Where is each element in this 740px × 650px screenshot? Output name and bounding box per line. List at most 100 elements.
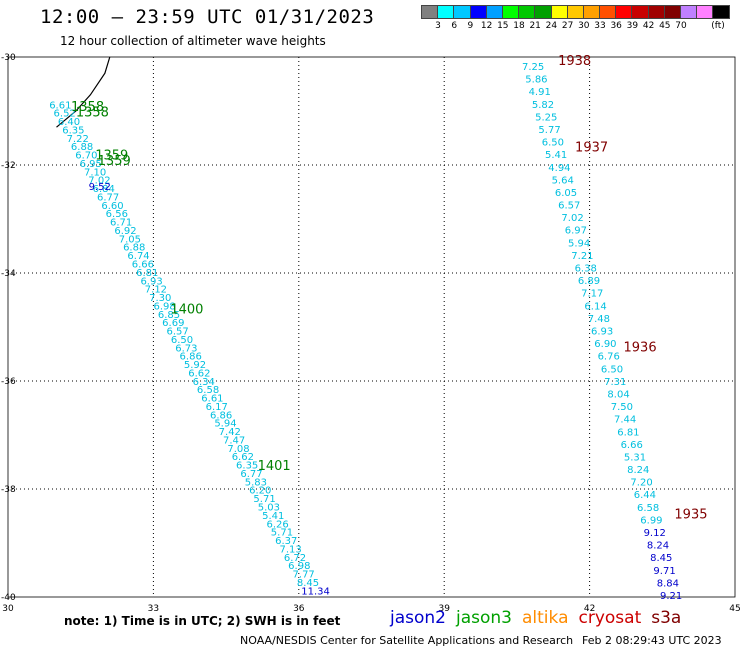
wave-height-label: 7.30 xyxy=(149,293,171,304)
wave-height-label: 7.17 xyxy=(581,289,603,300)
wave-height-label: 5.41 xyxy=(262,511,284,522)
wave-height-label: 6.61 xyxy=(49,100,71,111)
page-subtitle: 12 hour collection of altimeter wave hei… xyxy=(60,34,326,48)
wave-height-label: 6.58 xyxy=(197,385,219,396)
wave-height-label: 5.71 xyxy=(253,494,275,505)
legend-swatch xyxy=(712,5,730,19)
wave-height-label: 8.24 xyxy=(647,541,669,552)
wave-height-label: 7.05 xyxy=(119,234,141,245)
wave-height-label: 5.31 xyxy=(624,452,646,463)
credit-text: NOAA/NESDIS Center for Satellite Applica… xyxy=(240,634,574,647)
wave-height-label: 6.34 xyxy=(193,377,215,388)
legend-label: 12 xyxy=(480,21,493,31)
wave-height-label: 5.64 xyxy=(552,175,574,186)
satellite-legend: jason2 jason3 altika cryosat s3a xyxy=(390,608,691,628)
wave-height-label: 5.86 xyxy=(525,75,547,86)
wave-height-label: 9.71 xyxy=(653,566,675,577)
note-text: note: 1) Time is in UTC; 2) SWH is in fe… xyxy=(64,614,341,628)
wave-height-label: 6.61 xyxy=(201,394,223,405)
wave-height-label: 6.86 xyxy=(180,352,202,363)
legend-bar xyxy=(421,5,740,19)
wave-height-label: 8.04 xyxy=(607,389,629,400)
wave-height-label: 6.50 xyxy=(601,364,623,375)
wave-height-label: 9.12 xyxy=(644,528,666,539)
wave-height-label: 6.98 xyxy=(288,561,310,572)
wave-height-label: 7.12 xyxy=(145,285,167,296)
wave-height-label: 6.93 xyxy=(591,327,613,338)
wave-height-label: 8.84 xyxy=(657,578,679,589)
wave-height-label: 6.70 xyxy=(75,151,97,162)
wave-height-label: 6.77 xyxy=(240,469,262,480)
wave-height-label-highlight: 9.52 xyxy=(89,182,111,193)
legend-label: 30 xyxy=(578,21,590,31)
wave-height-label: 7.08 xyxy=(227,444,249,455)
legend-label: 6 xyxy=(451,21,458,31)
legend-label: 39 xyxy=(626,21,639,31)
wave-height-label: 6.35 xyxy=(62,125,84,136)
wave-height-label: 6.81 xyxy=(617,427,639,438)
wave-height-label: 7.48 xyxy=(588,314,610,325)
legend-label: 18 xyxy=(513,21,525,31)
wave-height-label: 7.47 xyxy=(223,435,245,446)
wave-height-label: 7.25 xyxy=(522,62,544,73)
wave-height-label: 6.74 xyxy=(127,251,149,262)
legend-label: 42 xyxy=(642,21,655,31)
x-tick-label: 36 xyxy=(293,604,305,614)
wave-height-label: 6.26 xyxy=(266,519,288,530)
wave-height-label: 5.82 xyxy=(532,100,554,111)
wave-height-label: 6.90 xyxy=(594,339,616,350)
x-tick-label: 30 xyxy=(2,604,14,614)
legend-label: 27 xyxy=(561,21,574,31)
wave-height-label: 6.99 xyxy=(640,515,662,526)
wave-height-label: 6.44 xyxy=(634,490,656,501)
wave-height-label: 6.85 xyxy=(158,310,180,321)
wave-height-label: 7.20 xyxy=(630,478,652,489)
wave-height-label: 4.91 xyxy=(529,87,551,98)
wave-height-label: 7.77 xyxy=(293,570,315,581)
wave-height-label: 5.03 xyxy=(258,503,280,514)
legend-unit: (ft) xyxy=(711,21,725,31)
wave-height-label: 6.66 xyxy=(132,260,154,271)
y-tick-label: -30 xyxy=(1,53,16,63)
wave-height-label: 6.88 xyxy=(71,142,93,153)
wave-height-label: 6.93 xyxy=(140,276,162,287)
wave-height-label: 5.94 xyxy=(214,419,236,430)
wave-height-label: 6.35 xyxy=(236,461,258,472)
wave-height-label: 6.66 xyxy=(621,440,643,451)
legend-label: 24 xyxy=(545,21,558,31)
wave-height-label: 6.73 xyxy=(175,343,197,354)
wave-height-label: 7.22 xyxy=(67,134,89,145)
wave-height-label: 6.77 xyxy=(97,192,119,203)
wave-height-label: 9.21 xyxy=(660,591,682,602)
pass-time-label: 1935 xyxy=(674,508,707,523)
wave-height-label: 6.86 xyxy=(210,410,232,421)
wave-height-label: 7.44 xyxy=(614,415,636,426)
y-tick-label: -34 xyxy=(1,269,16,279)
legend-label: 70 xyxy=(675,21,687,31)
legend-labels: (ft) 3 6 9 12 15 18 21 24 27 30 33 36 39 42 45 70 xyxy=(421,19,740,33)
legend-label: 33 xyxy=(594,21,606,31)
map-frame xyxy=(7,56,736,598)
wave-height-label: 5.94 xyxy=(568,238,590,249)
wave-height-label: 6.84 xyxy=(93,184,115,195)
wave-height-label: 5.25 xyxy=(535,112,557,123)
wave-height-label: 6.17 xyxy=(206,402,228,413)
wave-height-label: 7.50 xyxy=(611,402,633,413)
color-legend: (ft) 3 6 9 12 15 18 21 24 27 30 33 36 39 42 45 70 xyxy=(421,5,740,33)
wave-height-label: 6.72 xyxy=(284,553,306,564)
wave-height-label: 5.77 xyxy=(538,125,560,136)
satellite-s3a: s3a xyxy=(651,608,682,628)
pass-time-label: 1936 xyxy=(624,340,657,355)
satellite-cryosat: cryosat xyxy=(578,608,642,628)
wave-height-label: 7.13 xyxy=(279,544,301,555)
wave-height-label: 7.02 xyxy=(561,213,583,224)
wave-height-label: 6.50 xyxy=(542,138,564,149)
legend-label: 45 xyxy=(659,21,671,31)
legend-label: 3 xyxy=(435,21,441,31)
y-tick-label: -40 xyxy=(1,593,16,603)
wave-height-label: 8.45 xyxy=(297,578,319,589)
wave-height-label: 6.98 xyxy=(153,301,175,312)
pass-time-label: 1359 xyxy=(98,154,131,169)
wave-height-label: 6.60 xyxy=(101,201,123,212)
